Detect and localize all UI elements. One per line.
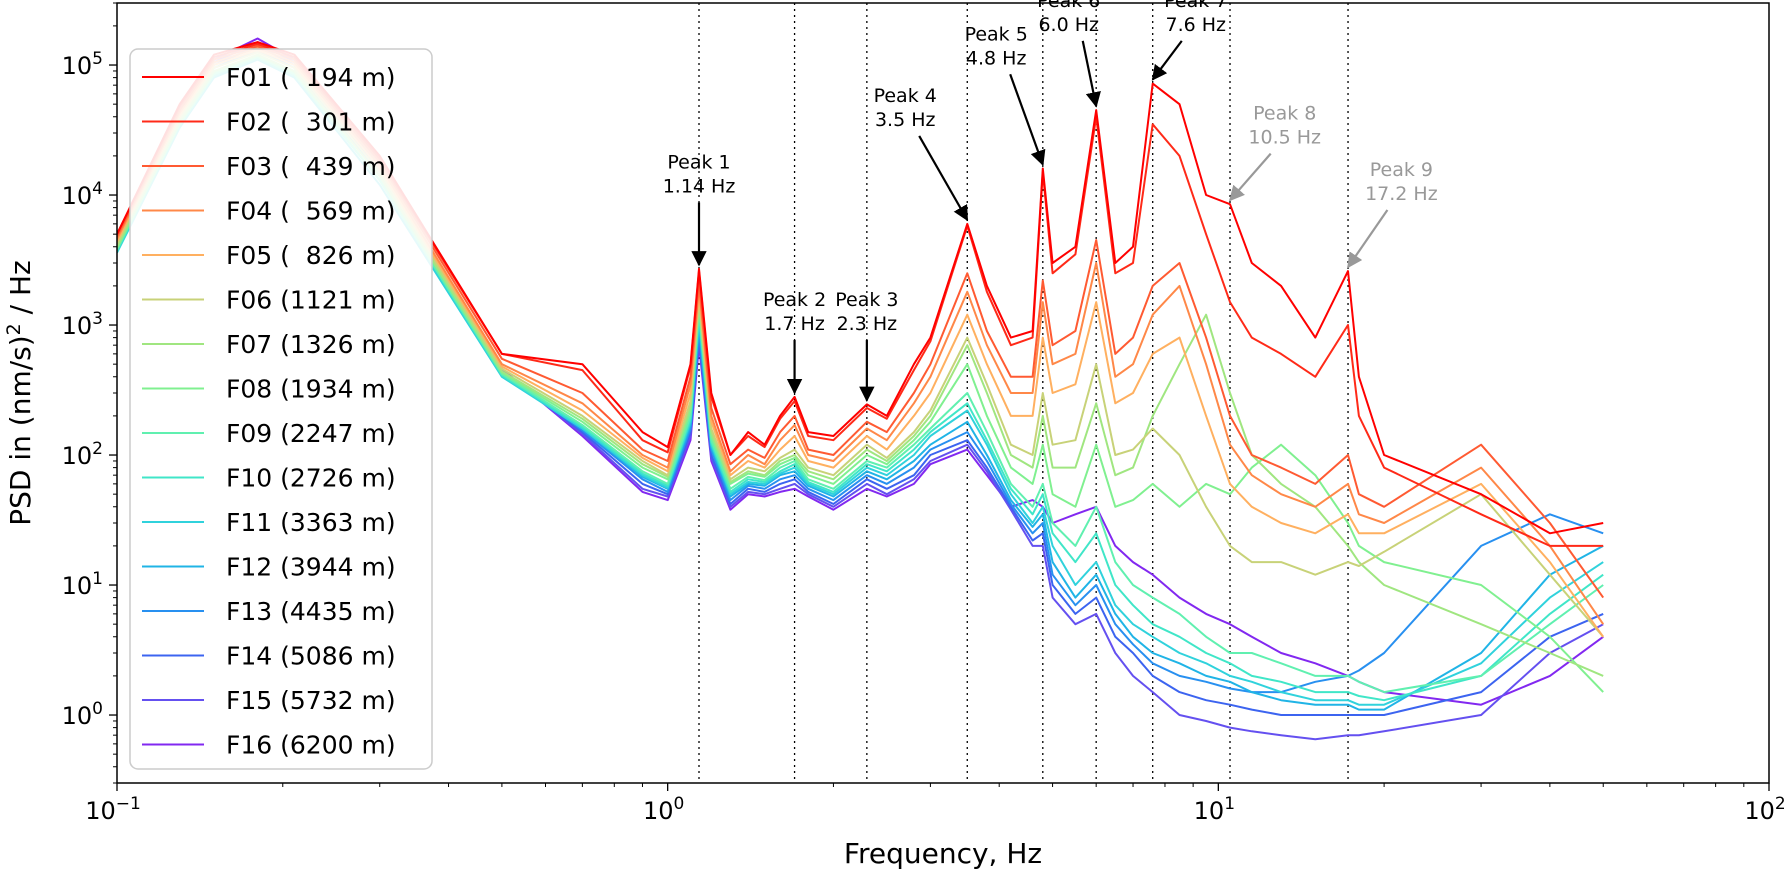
legend-item: F10 (2726 m)	[142, 464, 396, 493]
legend-item: F16 (6200 m)	[142, 731, 396, 760]
legend-label: F01 ( 194 m)	[226, 63, 396, 92]
legend-item: F13 (4435 m)	[142, 597, 396, 626]
peak-annotation-6: Peak 6 6.0 Hz	[1037, 0, 1101, 108]
legend-item: F01 ( 194 m)	[142, 63, 396, 92]
series-line-09	[117, 56, 1604, 694]
legend-item: F14 (5086 m)	[142, 642, 396, 671]
series-line-04	[117, 47, 1605, 625]
peak-frequency-label: 4.8 Hz	[966, 47, 1027, 69]
legend-item: F09 (2247 m)	[142, 419, 396, 448]
x-tick-label: 102	[1744, 794, 1785, 825]
series-line-13	[117, 49, 1604, 694]
y-tick-label: 101	[62, 569, 103, 600]
peak-annotation-4: Peak 43.5 Hz	[874, 85, 969, 222]
peak-annotation-5: Peak 54.8 Hz	[965, 23, 1046, 166]
legend-label: F06 (1121 m)	[226, 286, 396, 315]
legend-label: F07 (1326 m)	[226, 330, 396, 359]
legend-item: F02 ( 301 m)	[142, 108, 396, 137]
peak-frequency-label: 10.5 Hz	[1248, 127, 1321, 149]
legend-box	[129, 48, 433, 770]
legend-item: F08 (1934 m)	[142, 375, 396, 404]
y-tick-label: 100	[62, 699, 103, 730]
y-tick-label: 104	[62, 179, 103, 210]
series-lines	[117, 37, 1605, 741]
series-line-16	[117, 37, 1604, 706]
series-line-05	[117, 49, 1605, 638]
peak-frequency-label: 6.0 Hz	[1038, 14, 1099, 36]
peak-frequency-label: 1.14 Hz	[663, 175, 736, 197]
legend: F01 ( 194 m) F02 ( 301 m) F03 ( 439 m) F04 …	[129, 48, 433, 770]
legend-label: F16 (6200 m)	[226, 731, 396, 760]
peak-frequency-label: 1.7 Hz	[764, 313, 825, 335]
peak-arrow	[1151, 40, 1183, 81]
peak-label: Peak 9	[1370, 159, 1433, 181]
x-tick-label: 10−1	[85, 794, 141, 825]
legend-label: F03 ( 439 m)	[226, 152, 396, 181]
legend-label: F05 ( 826 m)	[226, 241, 396, 270]
x-tick-label: 100	[643, 794, 684, 825]
peak-annotation-3: Peak 32.3 Hz	[835, 289, 898, 402]
legend-item: F04 ( 569 m)	[142, 197, 396, 226]
peak-frequency-label: 2.3 Hz	[837, 313, 898, 335]
peak-label: Peak 3	[835, 289, 898, 311]
peak-label: Peak 6	[1037, 0, 1100, 12]
legend-label: F09 (2247 m)	[226, 419, 396, 448]
peak-label: Peak 7	[1164, 0, 1227, 12]
series-line-07	[117, 53, 1604, 677]
legend-item: F05 ( 826 m)	[142, 241, 396, 270]
peak-arrow	[1009, 73, 1046, 166]
y-axis: 100 101 102 103 104 105	[62, 2, 117, 784]
peak-annotation-9: Peak 917.2 Hz	[1347, 159, 1438, 269]
series-line-14	[117, 45, 1604, 716]
peak-annotation-7: Peak 7 7.6 Hz	[1151, 0, 1227, 81]
legend-label: F15 (5732 m)	[226, 686, 396, 715]
peak-arrow	[1228, 152, 1272, 202]
legend-label: F04 ( 569 m)	[226, 197, 396, 226]
peak-annotation-1: Peak 11.14 Hz	[663, 151, 736, 267]
peak-frequency-label: 3.5 Hz	[875, 109, 936, 131]
legend-label: F14 (5086 m)	[226, 642, 396, 671]
peak-label: Peak 1	[667, 151, 730, 173]
peak-arrow	[1081, 40, 1101, 108]
y-tick-label: 103	[62, 309, 103, 340]
peak-frequency-label: 7.6 Hz	[1166, 14, 1227, 36]
peak-label: Peak 2	[763, 289, 826, 311]
series-line-11	[117, 58, 1604, 706]
legend-item: F07 (1326 m)	[142, 330, 396, 359]
legend-label: F10 (2726 m)	[226, 464, 396, 493]
series-line-02	[117, 43, 1604, 547]
series-line-06	[117, 51, 1604, 638]
peak-label: Peak 8	[1253, 103, 1316, 125]
y-tick-label: 102	[62, 439, 103, 470]
x-tick-label: 101	[1194, 794, 1235, 825]
x-axis-title: Frequency, Hz	[844, 837, 1042, 870]
y-tick-label: 105	[62, 49, 103, 80]
legend-label: F11 (3363 m)	[226, 508, 396, 537]
x-axis: 10−1 100 101 102	[85, 783, 1786, 825]
legend-item: F11 (3363 m)	[142, 508, 396, 537]
legend-label: F02 ( 301 m)	[226, 108, 396, 137]
series-line-01	[117, 41, 1604, 535]
series-line-15	[117, 41, 1604, 741]
peak-arrow	[1347, 209, 1389, 269]
legend-item: F03 ( 439 m)	[142, 152, 396, 181]
series-line-10	[117, 57, 1604, 702]
peak-frequency-label: 17.2 Hz	[1365, 183, 1438, 205]
legend-label: F12 (3944 m)	[226, 553, 396, 582]
legend-item: F15 (5732 m)	[142, 686, 396, 715]
peak-label: Peak 5	[965, 23, 1028, 45]
peak-annotation-8: Peak 810.5 Hz	[1228, 103, 1321, 202]
peak-label: Peak 4	[874, 85, 937, 107]
series-line-03	[117, 45, 1605, 599]
y-axis-title: PSD in (nm/s)2 / Hz	[3, 260, 37, 526]
legend-label: F08 (1934 m)	[226, 375, 396, 404]
legend-item: F12 (3944 m)	[142, 553, 396, 582]
legend-item: F06 (1121 m)	[142, 286, 396, 315]
legend-label: F13 (4435 m)	[226, 597, 396, 626]
peak-arrow	[918, 135, 969, 222]
peak-annotation-2: Peak 21.7 Hz	[763, 289, 826, 395]
